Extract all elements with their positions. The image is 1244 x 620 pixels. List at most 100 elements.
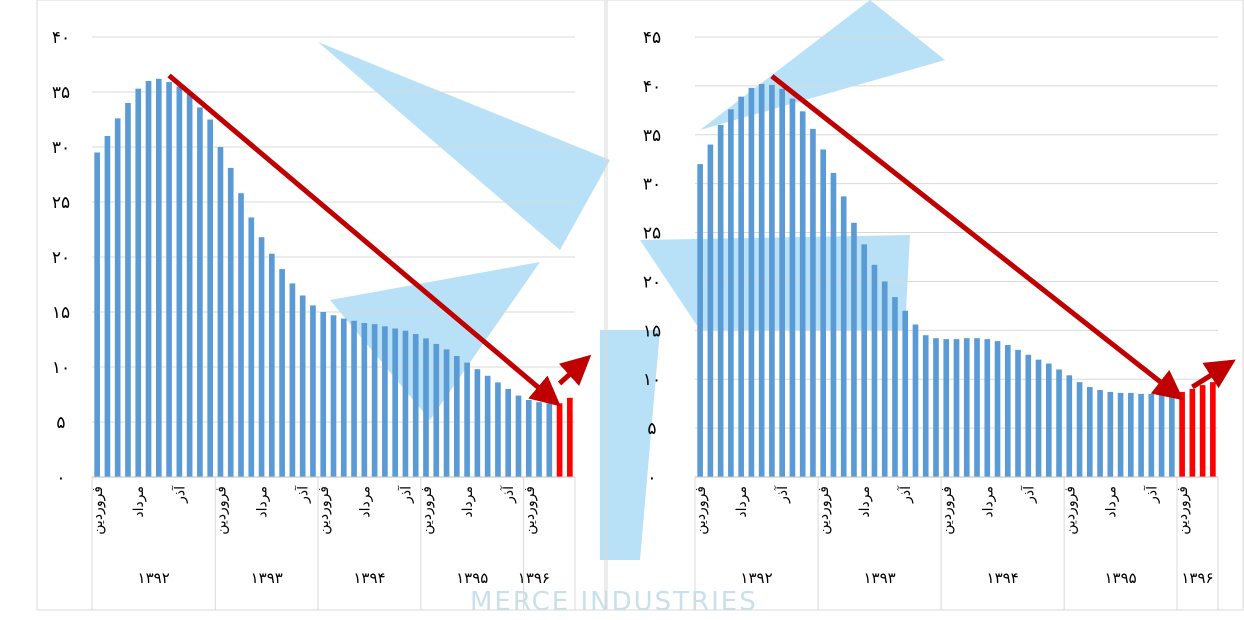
bar <box>861 244 868 477</box>
x-tick-label: مرداد <box>734 486 750 518</box>
bar <box>963 338 970 477</box>
bar <box>464 362 470 477</box>
bar <box>258 237 265 477</box>
x-tick-label: فروردین <box>90 486 106 535</box>
bar <box>320 312 327 477</box>
bar <box>207 119 214 477</box>
y-tick-label: ۳۵ <box>643 126 661 146</box>
year-label: ۱۳۹۴ <box>353 569 385 587</box>
bar <box>567 397 573 477</box>
left-chart-panel: ۰ ۵ ۱۰ ۱۵ ۲۰ ۲۵ ۳۰ ۳۵ ۴۰ فروردین مرداد آذر ۱۳۹۲ فرورد… <box>36 0 606 611</box>
x-tick-label: فروردین <box>419 486 435 535</box>
bar <box>227 167 234 477</box>
y-tick-label: ۲۵ <box>52 193 70 213</box>
x-tick-label: آذر <box>171 485 188 504</box>
bar <box>1128 392 1134 477</box>
year-label: ۱۳۹۶ <box>1181 569 1213 587</box>
x-tick-label: مرداد <box>1103 486 1119 518</box>
bar <box>351 320 357 477</box>
bar <box>104 136 111 477</box>
y-tick-label: ۰ <box>56 468 65 488</box>
bar <box>974 338 980 477</box>
x-tick-label: آذر <box>295 485 312 504</box>
x-tick-label: آذر <box>397 485 414 504</box>
bar <box>1035 359 1042 477</box>
bar <box>748 87 755 477</box>
year-label: ۱۳۹۳ <box>863 569 895 587</box>
bar <box>1056 369 1062 477</box>
x-tick-label: فروردین <box>1175 486 1191 535</box>
bar <box>820 149 827 477</box>
bar <box>382 326 388 477</box>
panel-border <box>36 0 606 611</box>
x-tick-label: مرداد <box>980 486 996 518</box>
bar <box>217 147 224 477</box>
year-label: ۱۳۹۲ <box>740 569 772 587</box>
y-tick-label: ۵ <box>56 413 65 433</box>
bar <box>402 330 409 477</box>
y-tick-label: ۰ <box>647 468 656 488</box>
bar <box>114 118 121 478</box>
bar <box>166 82 172 477</box>
bar <box>1045 363 1052 477</box>
x-tick-label: فروردین <box>693 486 709 535</box>
watermark-shape <box>640 235 910 330</box>
x-tick-label: آذر <box>897 485 914 504</box>
bar <box>269 253 275 477</box>
watermark-shape <box>330 262 540 420</box>
bar <box>1210 382 1216 477</box>
x-tick-label: مرداد <box>131 486 147 518</box>
bar <box>984 339 991 477</box>
bar <box>779 88 785 478</box>
bar <box>758 83 765 477</box>
bar <box>484 375 491 477</box>
y-tick-label: ۱۵ <box>52 303 70 323</box>
bar <box>769 84 775 478</box>
x-tick-label: فروردین <box>522 486 538 535</box>
bar <box>728 109 734 477</box>
bar <box>371 324 378 477</box>
trend-up-arrow <box>557 354 592 386</box>
bar <box>1025 354 1032 477</box>
bar <box>525 400 532 477</box>
bar <box>799 111 806 478</box>
bar <box>125 103 131 477</box>
bar <box>361 323 368 477</box>
bar <box>871 264 878 477</box>
bar <box>1117 392 1124 477</box>
watermark-shape <box>700 0 945 130</box>
y-tick-label: ۵ <box>647 419 656 439</box>
bar <box>155 78 162 478</box>
bar <box>902 310 909 477</box>
x-tick-label: آذر <box>774 485 791 504</box>
bar <box>1076 382 1083 477</box>
x-tick-label: فروردین <box>816 486 832 535</box>
bar <box>248 217 255 477</box>
bar <box>994 341 1001 477</box>
bar <box>392 328 398 477</box>
y-tick-label: ۴۰ <box>643 77 661 97</box>
x-tick-label: مرداد <box>857 486 873 518</box>
bar <box>1158 393 1165 477</box>
trend-down-arrow <box>770 74 1184 401</box>
bar <box>789 98 796 477</box>
bar <box>299 295 306 477</box>
bar <box>1148 393 1155 477</box>
year-label: ۱۳۹۴ <box>987 569 1019 587</box>
y-tick-label: ۳۰ <box>52 138 70 158</box>
panel-border <box>606 0 1244 611</box>
bar <box>922 335 929 477</box>
y-tick-label: ۲۰ <box>52 248 70 268</box>
x-tick-label: آذر <box>500 485 517 504</box>
trend-down-arrow <box>167 73 561 407</box>
bar <box>810 128 816 477</box>
bar <box>881 281 888 477</box>
right-chart-panel: ۰ ۵ ۱۰ ۱۵ ۲۰ ۲۵ ۳۰ ۳۵ ۴۰ ۴۵ فروردین مرداد آذر ۱۳۹۲ فرو… <box>606 0 1244 611</box>
year-label: ۱۳۹۵ <box>1104 569 1136 587</box>
y-tick-label: ۲۵ <box>643 224 661 244</box>
x-tick-label: فروردین <box>213 486 229 535</box>
bar <box>933 338 939 477</box>
bar <box>1107 391 1114 477</box>
bar <box>197 107 203 478</box>
